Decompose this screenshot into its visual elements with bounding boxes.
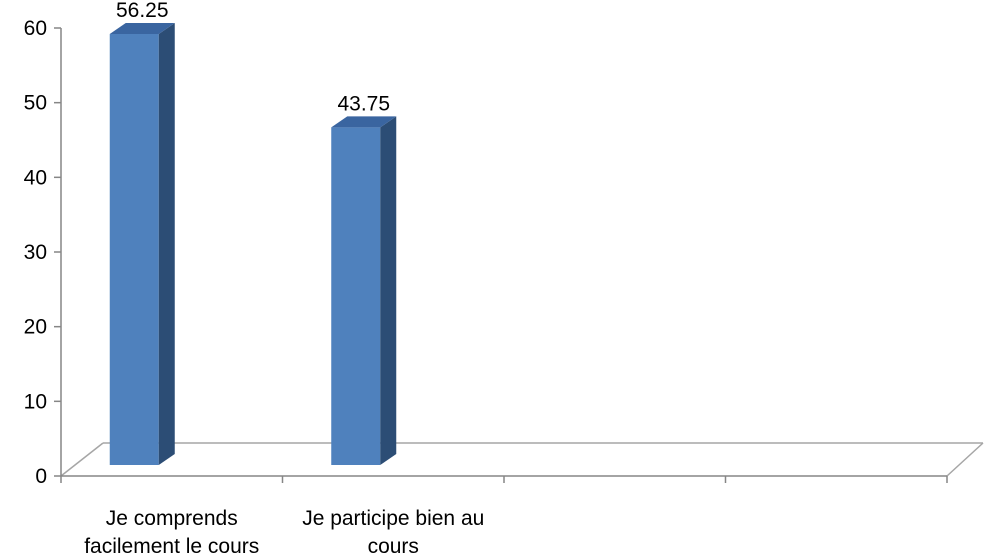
data-label: 56.25	[116, 0, 169, 22]
y-tick-label: 30	[24, 241, 47, 264]
bar-top	[331, 116, 397, 128]
y-tick-label: 40	[24, 166, 47, 189]
y-tick-label: 50	[24, 92, 47, 115]
bar-front	[109, 34, 159, 465]
chart-labels: 56.25 Je comprends facilement le cours 43.7…	[84, 0, 484, 558]
data-label: 43.75	[337, 92, 390, 115]
bar-side	[380, 116, 397, 465]
y-tick-label: 20	[24, 316, 47, 339]
bar-top	[109, 23, 175, 34]
chart-axes: 0 10 20 30 40 50 60	[24, 17, 948, 488]
y-tick-label: 10	[24, 390, 47, 413]
chart-floor	[60, 442, 984, 477]
y-tick-label: 0	[35, 465, 47, 488]
bar-side	[158, 23, 175, 465]
x-category-label: facilement le cours	[84, 535, 259, 558]
x-category-label: Je comprends	[106, 507, 238, 530]
y-tick-label: 60	[24, 17, 47, 40]
floor-right-edge	[946, 442, 984, 477]
floor-left-edge	[60, 442, 104, 477]
chart-bars	[109, 23, 397, 465]
x-category-label: Je participe bien au	[302, 507, 484, 530]
bar-front	[331, 127, 381, 465]
x-category-label: cours	[368, 535, 419, 558]
